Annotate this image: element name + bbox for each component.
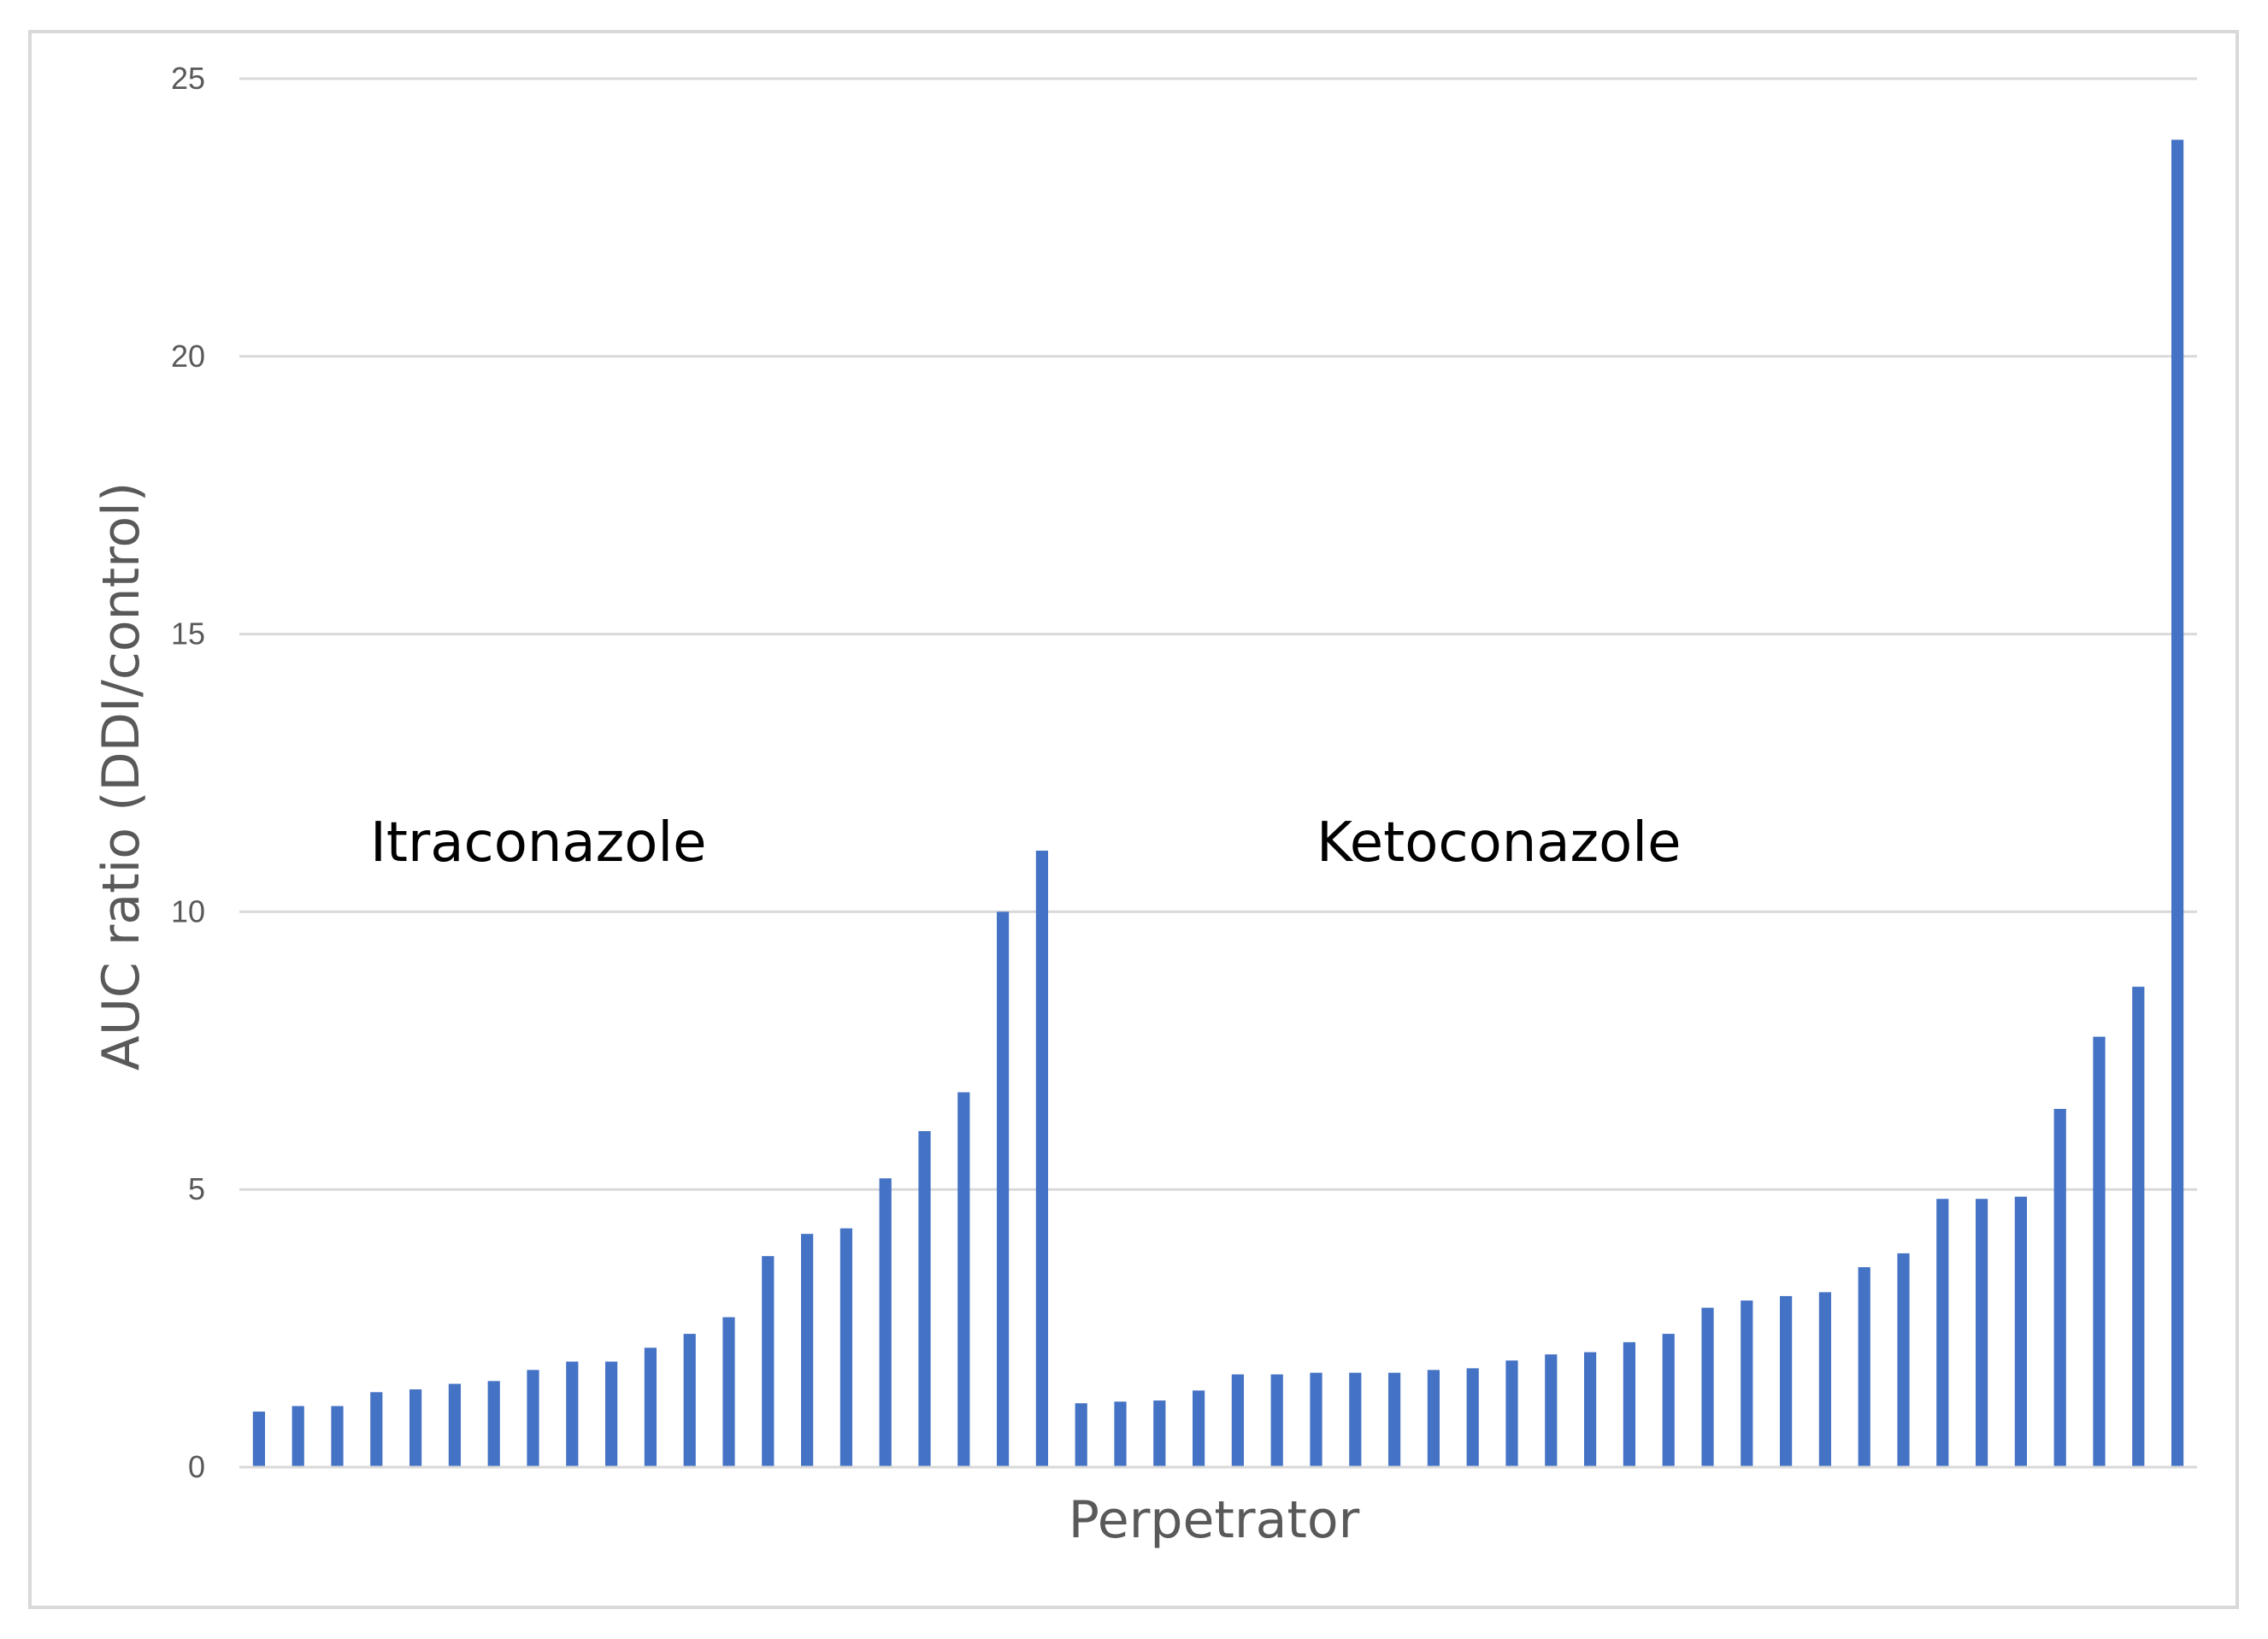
- bar-ketoconazole-27: [2093, 1036, 2106, 1467]
- bar-itraconazole-11: [644, 1347, 657, 1467]
- y-tick-label: 10: [171, 893, 205, 929]
- y-tick-label: 20: [171, 339, 205, 374]
- bar-ketoconazole-25: [2014, 1196, 2027, 1467]
- bar-itraconazole-4: [370, 1392, 383, 1467]
- bar-itraconazole-1: [252, 1412, 265, 1467]
- bar-itraconazole-10: [605, 1361, 618, 1467]
- bar-itraconazole-18: [918, 1130, 931, 1467]
- bar-ketoconazole-6: [1270, 1374, 1283, 1467]
- bar-itraconazole-14: [762, 1256, 775, 1467]
- bar-ketoconazole-9: [1388, 1372, 1401, 1467]
- bar-ketoconazole-8: [1349, 1372, 1362, 1467]
- bar-ketoconazole-3: [1153, 1400, 1166, 1467]
- bar-itraconazole-9: [566, 1361, 579, 1467]
- bar-ketoconazole-11: [1466, 1368, 1479, 1467]
- bar-ketoconazole-14: [1584, 1352, 1597, 1467]
- bar-ketoconazole-2: [1114, 1401, 1127, 1467]
- bar-ketoconazole-19: [1780, 1295, 1793, 1467]
- bar-itraconazole-12: [683, 1334, 696, 1467]
- bar-itraconazole-20: [997, 911, 1010, 1467]
- bar-ketoconazole-17: [1701, 1307, 1714, 1467]
- bar-itraconazole-2: [292, 1406, 304, 1467]
- bar-itraconazole-3: [331, 1406, 344, 1467]
- bar-ketoconazole-28: [2132, 987, 2145, 1467]
- bar-ketoconazole-4: [1193, 1390, 1205, 1467]
- bar-ketoconazole-26: [2053, 1109, 2066, 1467]
- bar-itraconazole-5: [409, 1389, 422, 1467]
- bar-ketoconazole-23: [1936, 1199, 1949, 1467]
- bar-ketoconazole-24: [1976, 1199, 1988, 1467]
- y-tick-label: 0: [188, 1449, 205, 1484]
- y-axis-title: AUC ratio (DDI/control): [91, 482, 151, 1070]
- bar-ketoconazole-13: [1545, 1354, 1558, 1467]
- y-tick-label: 15: [171, 616, 205, 651]
- x-axis-title: Perpetrator: [1069, 1490, 1360, 1550]
- y-tick-label: 25: [171, 61, 205, 96]
- y-axis-tick-labels: 0 5 10 15 20 25: [171, 61, 205, 1484]
- bar-itraconazole-7: [487, 1381, 500, 1467]
- bar-itraconazole-6: [448, 1383, 461, 1467]
- bar-itraconazole-15: [801, 1234, 814, 1467]
- bar-itraconazole-19: [957, 1092, 970, 1467]
- itraconazole-group-label: Itraconazole: [370, 811, 707, 875]
- bar-ketoconazole-5: [1231, 1374, 1244, 1467]
- bar-ketoconazole-21: [1858, 1267, 1870, 1467]
- bar-ketoconazole-18: [1741, 1300, 1753, 1467]
- bar-ketoconazole-16: [1662, 1334, 1675, 1467]
- bar-itraconazole-21: [1035, 850, 1048, 1467]
- bar-ketoconazole-12: [1505, 1360, 1518, 1467]
- bar-ketoconazole-20: [1818, 1292, 1831, 1467]
- bar-itraconazole-8: [527, 1370, 539, 1467]
- bar-itraconazole-13: [722, 1317, 735, 1467]
- bars: [252, 139, 2184, 1467]
- bar-itraconazole-16: [839, 1228, 852, 1467]
- gridlines: [239, 77, 2197, 1191]
- bar-ketoconazole-15: [1623, 1341, 1635, 1467]
- y-tick-label: 5: [188, 1171, 205, 1206]
- bar-ketoconazole-10: [1427, 1370, 1440, 1467]
- ketoconazole-group-label: Ketoconazole: [1317, 811, 1681, 875]
- bar-ketoconazole-29: [2171, 139, 2184, 1467]
- bar-ketoconazole-7: [1310, 1372, 1323, 1467]
- bar-ketoconazole-22: [1897, 1253, 1910, 1467]
- bar-ketoconazole-1: [1075, 1403, 1087, 1467]
- bar-itraconazole-17: [879, 1178, 892, 1467]
